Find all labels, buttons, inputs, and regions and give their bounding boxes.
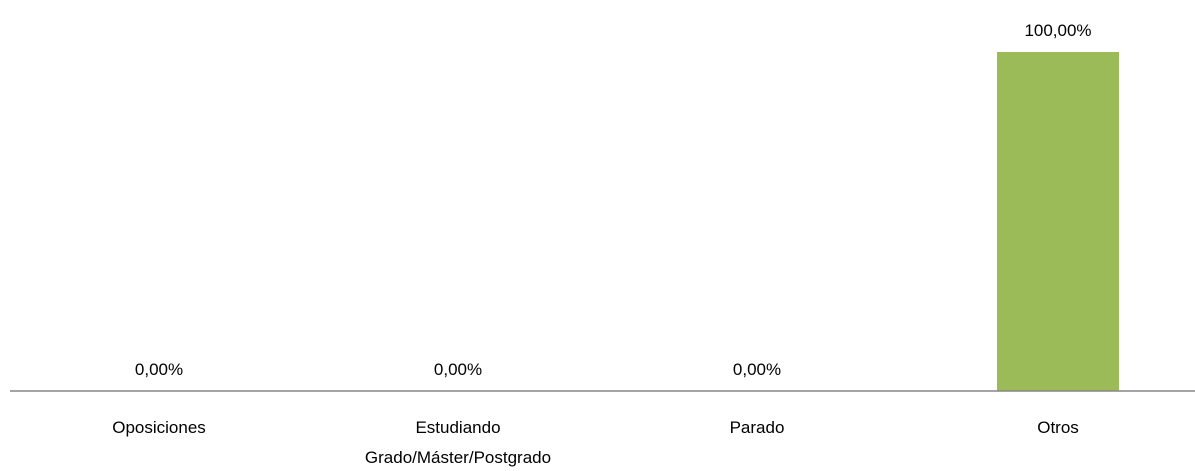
data-label-0: 0,00%: [135, 360, 183, 379]
bars-layer: [997, 52, 1119, 391]
category-label-line: Estudiando: [415, 418, 500, 437]
category-labels-layer: Oposiciones Estudiando Grado/Máster/Postgr…: [112, 418, 1079, 467]
category-label-line: Parado: [730, 418, 785, 437]
category-label-line: Grado/Máster/Postgrado: [365, 448, 551, 467]
data-label-1: 0,00%: [434, 360, 482, 379]
bar-3: [997, 52, 1119, 391]
category-label-2: Parado: [730, 418, 785, 437]
category-label-line: Oposiciones: [112, 418, 206, 437]
data-labels-layer: 0,00% 0,00% 0,00% 100,00%: [135, 21, 1092, 379]
category-label-3: Otros: [1037, 418, 1079, 437]
category-label-0: Oposiciones: [112, 418, 206, 437]
category-label-1: Estudiando Grado/Máster/Postgrado: [365, 418, 551, 467]
data-label-2: 0,00%: [733, 360, 781, 379]
category-label-line: Otros: [1037, 418, 1079, 437]
data-label-3: 100,00%: [1024, 21, 1091, 40]
